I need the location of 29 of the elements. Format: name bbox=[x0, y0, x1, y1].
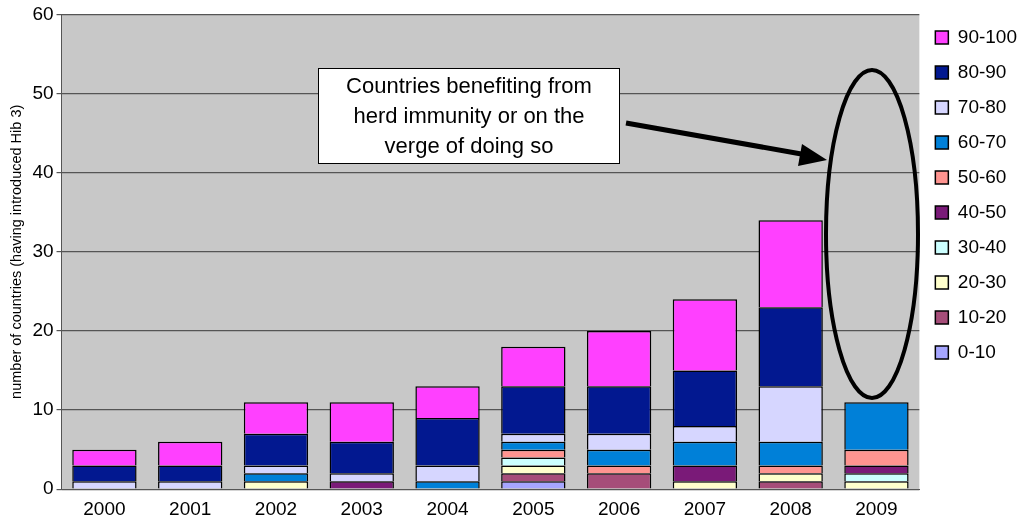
y-tick-label: 60 bbox=[32, 2, 54, 24]
x-tick-label: 2000 bbox=[83, 497, 126, 519]
y-tick-label: 10 bbox=[32, 398, 54, 420]
x-tick-label: 2002 bbox=[254, 497, 298, 519]
legend-label: 80-90 bbox=[957, 60, 1007, 82]
x-tick-label: 2008 bbox=[769, 497, 812, 519]
x-tick-label: 2009 bbox=[855, 497, 898, 519]
legend-label: 20-30 bbox=[957, 270, 1007, 292]
y-tick-label: 50 bbox=[32, 81, 54, 103]
annotation: Countries benefiting from herd immunity or on the verge of doing so bbox=[318, 68, 620, 164]
legend-label: 40-50 bbox=[957, 200, 1007, 222]
y-tick-label: 30 bbox=[32, 240, 54, 262]
x-tick-label: 2005 bbox=[512, 497, 555, 519]
x-tick-label: 2006 bbox=[597, 497, 641, 519]
x-tick-label: 2001 bbox=[169, 497, 212, 519]
x-tick-label: 2004 bbox=[426, 497, 470, 519]
y-tick-label: 20 bbox=[32, 319, 54, 341]
x-tick-label: 2003 bbox=[340, 497, 383, 519]
legend-label: 90-100 bbox=[957, 25, 1018, 47]
x-tick-label: 2007 bbox=[683, 497, 727, 519]
legend-label: 30-40 bbox=[957, 235, 1007, 257]
y-tick-label: 0 bbox=[42, 477, 54, 499]
legend-label: 60-70 bbox=[957, 130, 1007, 152]
legend-label: 50-60 bbox=[957, 165, 1007, 187]
y-axis-title: number of countries (having introduced Hib 3) bbox=[7, 104, 24, 399]
legend-label: 0-10 bbox=[957, 340, 996, 362]
legend-label: 70-80 bbox=[957, 95, 1007, 117]
legend-label: 10-20 bbox=[957, 305, 1007, 327]
y-tick-label: 40 bbox=[32, 160, 54, 182]
